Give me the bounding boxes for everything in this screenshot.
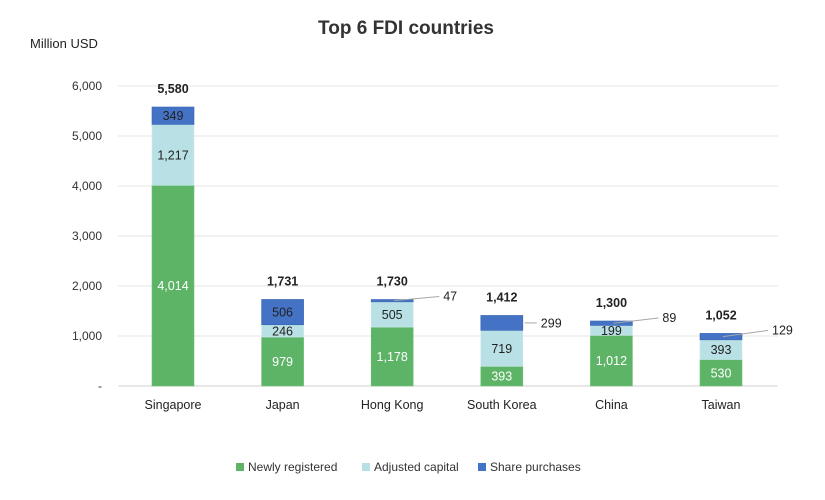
bar-segment-share-purchases — [480, 315, 524, 331]
chart-title: Top 6 FDI countries — [318, 18, 494, 39]
data-label: 979 — [272, 355, 293, 369]
bar-segment-share-purchases — [261, 299, 304, 326]
data-label: 299 — [541, 316, 562, 330]
legend-label: Adjusted capital — [374, 460, 459, 474]
data-label: 393 — [491, 370, 512, 384]
data-label: 530 — [711, 366, 732, 380]
total-label: 1,300 — [596, 296, 627, 310]
data-label: 719 — [491, 342, 512, 356]
data-label: 506 — [272, 306, 293, 320]
total-label: 1,731 — [267, 274, 298, 288]
x-tick-label: Hong Kong — [361, 398, 424, 412]
legend-label: Share purchases — [490, 460, 581, 474]
bar-segment-share-purchases — [699, 333, 743, 341]
data-label: 199 — [601, 324, 622, 338]
data-label: 47 — [443, 290, 457, 304]
total-label: 1,412 — [486, 290, 517, 304]
data-label: 1,012 — [596, 354, 627, 368]
legend-label: Newly registered — [248, 460, 337, 474]
data-label: 1,217 — [157, 148, 188, 162]
bar-segment-newly-registered — [590, 335, 633, 387]
bar-segment-newly-registered — [699, 359, 743, 387]
bar-segment-share-purchases — [151, 106, 195, 125]
data-label: 246 — [272, 324, 293, 338]
data-label: 89 — [662, 311, 676, 325]
y-tick-label: 6,000 — [72, 79, 102, 93]
leader-line — [394, 296, 440, 302]
x-tick-label: Japan — [266, 398, 300, 412]
y-tick-label: - — [98, 379, 102, 393]
data-label: 349 — [163, 109, 184, 123]
bar-segment-newly-registered — [151, 185, 195, 387]
bar-segment-adjusted-capital — [370, 301, 414, 328]
x-tick-label: China — [595, 398, 628, 412]
total-label: 5,580 — [157, 82, 188, 96]
data-label: 505 — [382, 308, 403, 322]
bar-segment-adjusted-capital — [480, 330, 524, 367]
y-axis-label: Million USD — [30, 36, 98, 51]
leader-line — [722, 329, 769, 338]
legend-swatch — [478, 463, 486, 471]
y-tick-label: 1,000 — [72, 329, 102, 343]
y-tick-label: 5,000 — [72, 129, 102, 143]
total-label: 1,052 — [705, 308, 736, 322]
data-label: 4,014 — [157, 279, 188, 293]
legend-swatch — [236, 463, 244, 471]
bar-segment-share-purchases — [370, 299, 414, 303]
bar-segment-share-purchases — [590, 320, 633, 326]
y-tick-label: 2,000 — [72, 279, 102, 293]
bar-segment-adjusted-capital — [151, 124, 195, 186]
x-tick-label: Taiwan — [702, 398, 741, 412]
data-label: 129 — [772, 323, 793, 337]
x-tick-label: South Korea — [467, 398, 537, 412]
leader-line — [613, 317, 659, 324]
y-tick-label: 3,000 — [72, 229, 102, 243]
x-tick-label: Singapore — [145, 398, 202, 412]
bar-segment-newly-registered — [370, 326, 414, 387]
data-label: 1,178 — [377, 350, 408, 364]
legend-swatch — [362, 463, 370, 471]
total-label: 1,730 — [377, 275, 408, 289]
y-tick-label: 4,000 — [72, 179, 102, 193]
data-label: 393 — [711, 343, 732, 357]
bar-segment-newly-registered — [261, 336, 304, 387]
